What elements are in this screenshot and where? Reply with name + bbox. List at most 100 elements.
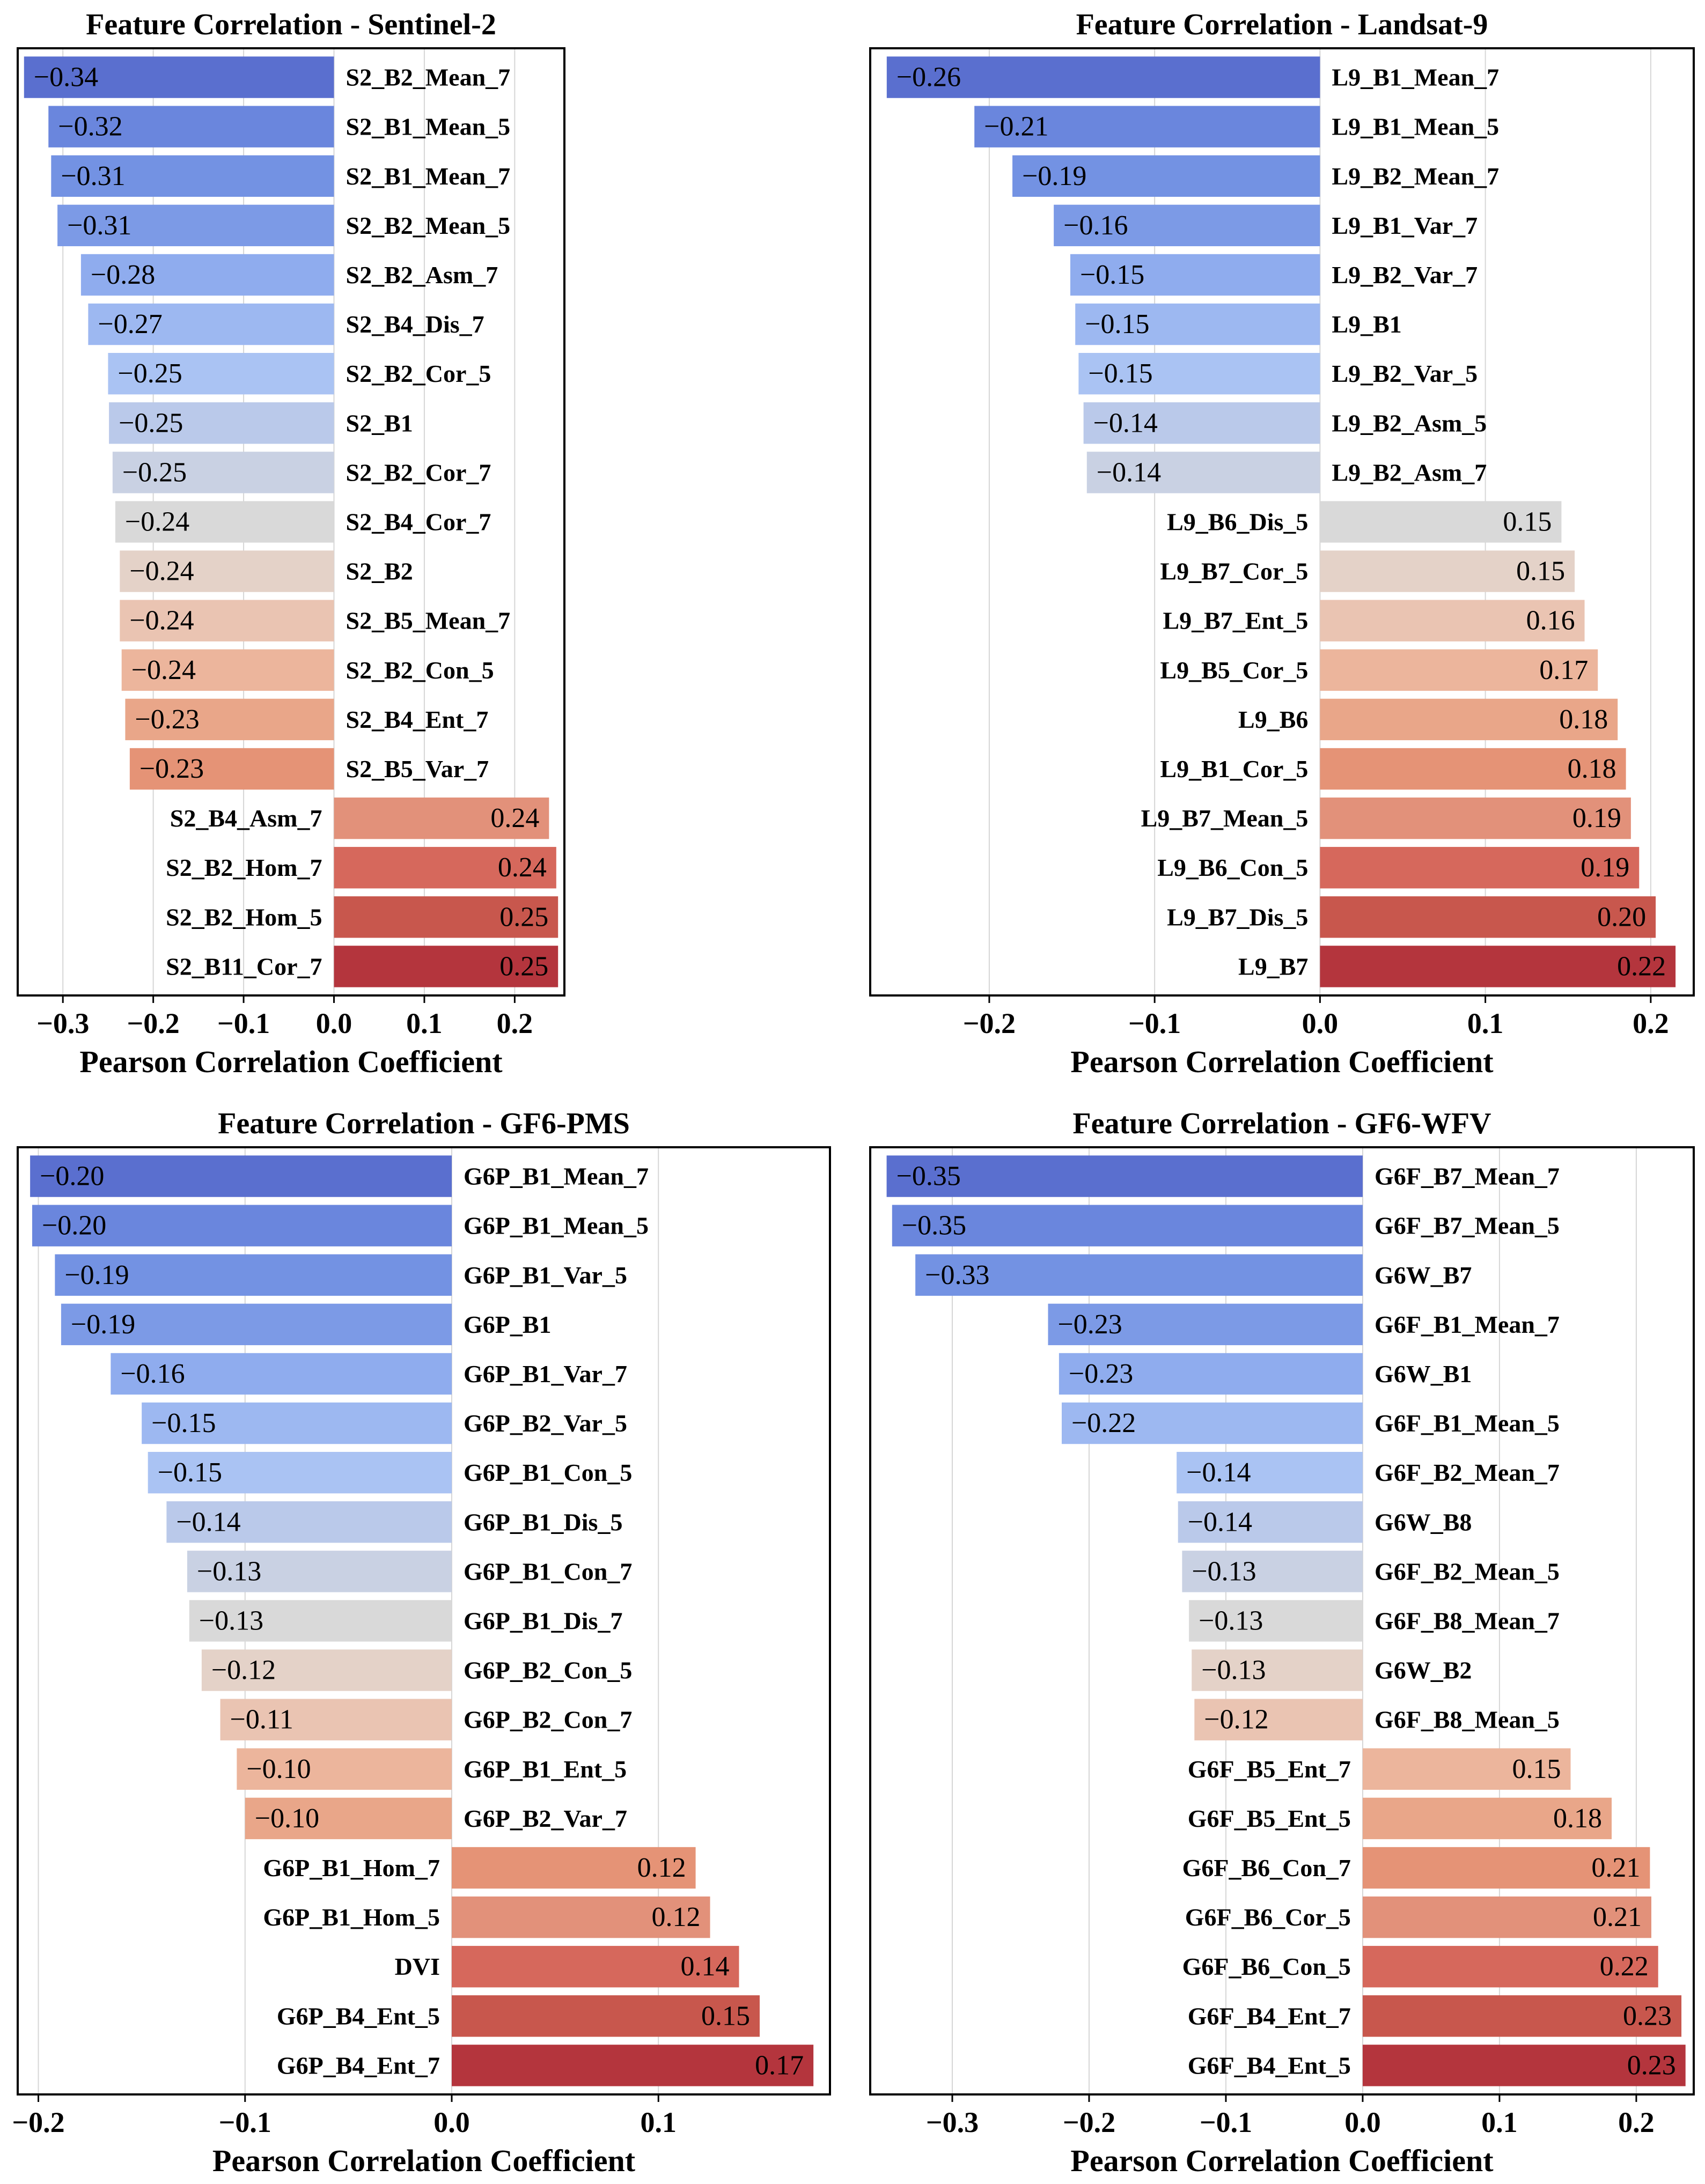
x-tick-label: −0.2 — [127, 1007, 180, 1039]
feature-label: S2_B1 — [346, 409, 413, 437]
feature-label: L9_B2_Mean_7 — [1332, 163, 1499, 190]
feature-label: L9_B1_Mean_7 — [1332, 64, 1499, 91]
value-label: 0.21 — [1593, 1902, 1642, 1932]
feature-label: L9_B7_Ent_5 — [1163, 607, 1308, 634]
bar — [1083, 402, 1320, 444]
value-label: −0.24 — [125, 507, 189, 537]
bar — [1182, 1551, 1363, 1592]
value-label: −0.10 — [246, 1754, 311, 1784]
feature-label: L9_B5_Cor_5 — [1160, 656, 1308, 684]
bar — [120, 600, 334, 641]
feature-label: G6W_B1 — [1375, 1360, 1472, 1388]
bar — [51, 155, 334, 197]
feature-label: G6P_B2_Var_5 — [464, 1410, 627, 1437]
value-label: −0.31 — [67, 210, 131, 241]
bar — [88, 303, 334, 345]
feature-label: G6P_B1_Hom_5 — [263, 1903, 440, 1931]
bar — [452, 1896, 710, 1938]
feature-label: G6F_B2_Mean_5 — [1375, 1558, 1560, 1585]
bar — [80, 254, 334, 296]
feature-label: G6P_B1_Var_7 — [464, 1360, 627, 1388]
x-tick-label: −0.1 — [217, 1007, 270, 1039]
bar — [1075, 303, 1320, 345]
x-tick-label: 0.1 — [1467, 1007, 1504, 1039]
bar — [142, 1402, 452, 1444]
bar — [1362, 1797, 1612, 1840]
bar — [1320, 797, 1631, 839]
feature-label: S2_B1_Mean_5 — [346, 113, 511, 141]
value-label: 0.15 — [1516, 556, 1565, 587]
chart-title: Feature Correlation - Sentinel-2 — [86, 8, 496, 41]
feature-label: G6P_B1_Mean_5 — [464, 1212, 649, 1239]
feature-label: S2_B2_Cor_7 — [346, 459, 491, 486]
value-label: 0.18 — [1568, 754, 1616, 784]
feature-label: S2_B2_Cor_5 — [346, 360, 491, 387]
x-tick-label: 0.0 — [316, 1007, 352, 1039]
value-label: −0.32 — [58, 112, 122, 142]
bar — [1320, 600, 1585, 641]
value-label: −0.33 — [925, 1260, 989, 1290]
value-label: −0.15 — [1085, 309, 1149, 340]
feature-label: G6P_B1_Var_5 — [464, 1261, 627, 1289]
x-tick-label: 0.1 — [640, 2106, 677, 2138]
value-label: −0.13 — [1201, 1655, 1266, 1686]
value-label: 0.19 — [1581, 852, 1629, 883]
x-tick-label: 0.0 — [1302, 1007, 1339, 1039]
x-tick-label: 0.0 — [433, 2106, 470, 2138]
feature-label: G6F_B8_Mean_7 — [1375, 1607, 1560, 1635]
value-label: −0.24 — [131, 655, 196, 685]
feature-label: DVI — [395, 1953, 440, 1980]
bar — [886, 56, 1320, 98]
x-tick-label: −0.2 — [963, 1007, 1016, 1039]
bar — [452, 1847, 696, 1889]
bar — [1320, 896, 1656, 938]
bar — [1012, 155, 1320, 197]
bar — [108, 353, 334, 395]
value-label: −0.12 — [1204, 1705, 1268, 1735]
value-label: −0.12 — [211, 1655, 276, 1686]
feature-label: G6F_B2_Mean_7 — [1375, 1459, 1560, 1486]
value-label: −0.16 — [120, 1359, 185, 1389]
feature-label: G6P_B4_Ent_7 — [277, 2052, 440, 2079]
value-label: 0.25 — [499, 951, 548, 982]
x-tick-label: −0.2 — [12, 2106, 64, 2138]
value-label: −0.23 — [1069, 1359, 1133, 1389]
feature-label: L9_B6_Con_5 — [1157, 854, 1308, 881]
bar — [125, 698, 334, 741]
feature-label: G6W_B7 — [1375, 1261, 1472, 1289]
value-label: 0.24 — [498, 852, 547, 883]
bar — [1177, 1452, 1363, 1494]
value-label: −0.20 — [42, 1211, 106, 1241]
bar — [129, 748, 334, 790]
bar — [1320, 748, 1626, 790]
feature-label: G6P_B2_Var_7 — [464, 1805, 627, 1832]
chart-panel-4: G6F_B7_Mean_7 −0.35 G6F_B7_Mean_5 −0.35 G6W_… — [869, 1107, 1695, 2178]
value-label: −0.23 — [139, 754, 204, 784]
x-tick-label: 0.2 — [1618, 2106, 1655, 2138]
value-label: −0.13 — [199, 1606, 263, 1636]
bar — [1362, 1896, 1651, 1938]
bar — [1320, 649, 1598, 691]
value-label: 0.18 — [1553, 1803, 1602, 1834]
bar — [55, 1254, 452, 1296]
feature-label: L9_B2_Var_5 — [1332, 360, 1478, 387]
bar — [166, 1501, 452, 1543]
feature-label: S2_B2_Mean_5 — [346, 212, 511, 239]
bar — [24, 56, 334, 98]
value-label: 0.15 — [701, 2001, 750, 2031]
value-label: −0.11 — [230, 1705, 293, 1735]
feature-label: L9_B1_Cor_5 — [1160, 755, 1308, 783]
feature-label: L9_B7_Cor_5 — [1160, 558, 1308, 585]
chart-title: Feature Correlation - GF6-WFV — [1072, 1107, 1491, 1140]
feature-label: G6P_B1_Ent_5 — [464, 1755, 627, 1783]
value-label: 0.21 — [1591, 1853, 1640, 1883]
bar — [334, 797, 549, 839]
value-label: −0.14 — [176, 1507, 240, 1537]
feature-label: S2_B5_Var_7 — [346, 755, 489, 783]
value-label: 0.18 — [1559, 704, 1608, 735]
feature-label: G6F_B1_Mean_7 — [1375, 1311, 1560, 1338]
feature-label: S2_B2_Hom_7 — [166, 854, 322, 881]
x-tick-label: −0.3 — [926, 2106, 979, 2138]
feature-label: G6F_B7_Mean_7 — [1375, 1163, 1560, 1190]
value-label: −0.35 — [896, 1161, 961, 1192]
